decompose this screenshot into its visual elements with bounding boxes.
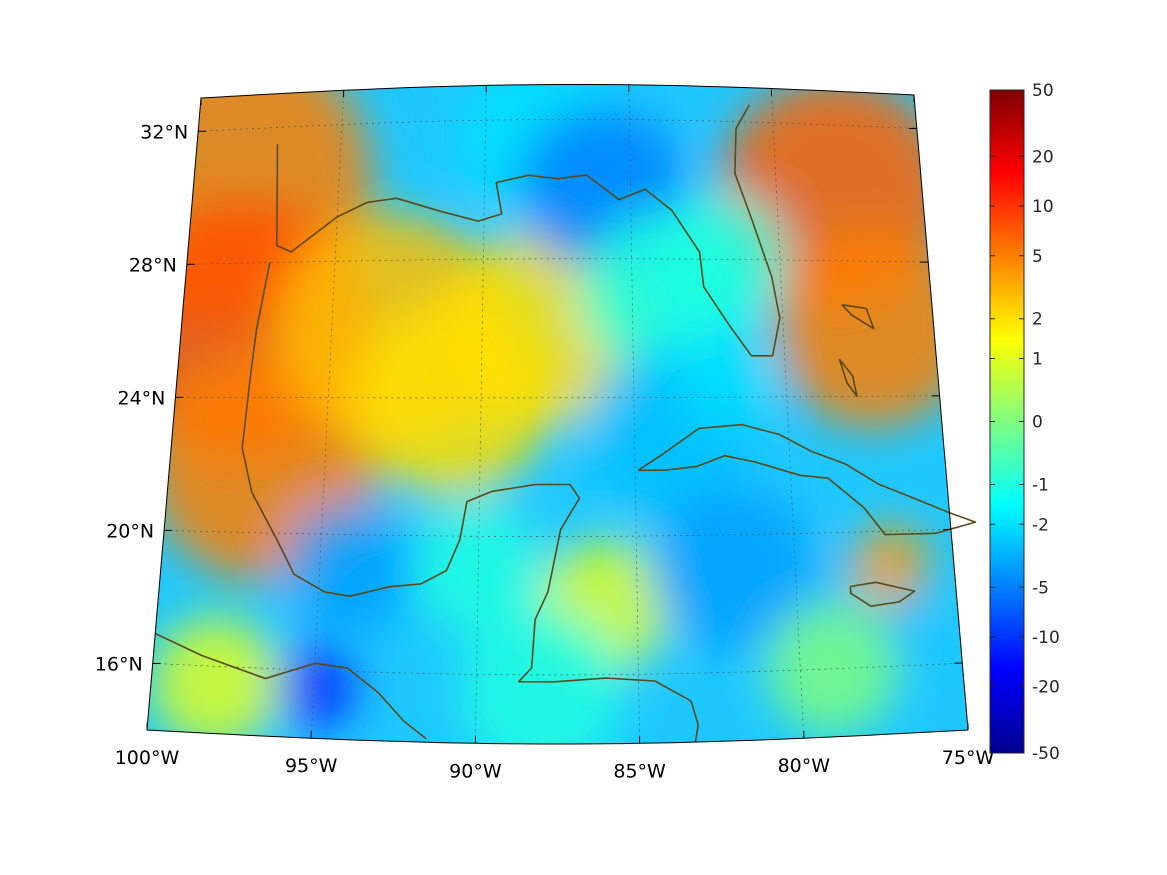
coastline-segment: [838, 358, 858, 398]
colorbar-gradient: [990, 90, 1024, 753]
colorbar-tick-label: 20: [1032, 147, 1054, 167]
lat-tick-label: 32°N: [140, 121, 188, 143]
field-region-16: [649, 486, 815, 652]
colorbar-tick-label: 10: [1032, 197, 1054, 217]
colorbar-tick-label: 5: [1032, 247, 1043, 267]
coastline-segment: [241, 262, 692, 702]
coastline-segment: [690, 700, 700, 743]
latitude-labels: 32°N 28°N 24°N 20°N 16°N: [95, 121, 188, 675]
map-area: 100°W 95°W 90°W 85°W 80°W 75°W 32°N 28°N 24°N 20…: [95, 84, 995, 782]
coastlines: [154, 104, 977, 743]
lat-tick-label: 28°N: [129, 254, 177, 276]
coastline-segment: [637, 423, 977, 536]
colorbar-tick-label: 2: [1032, 310, 1043, 330]
field-region-14: [412, 504, 545, 637]
colorbar-tick-label: -10: [1032, 628, 1060, 648]
coastline-segment: [841, 304, 875, 330]
colorbar-tick-label: -2: [1032, 515, 1049, 535]
colorbar-tick-label: 1: [1032, 350, 1043, 370]
field-region-20: [150, 617, 283, 744]
colorbar-tick-label: -50: [1032, 744, 1060, 764]
meridian-line: [310, 90, 344, 739]
field-region-19: [270, 644, 357, 731]
frame-ticks: [146, 84, 969, 744]
parallel-line: [175, 395, 940, 399]
lon-tick-label: 100°W: [115, 747, 180, 769]
field-region-13: [285, 502, 418, 635]
colorbar-tick-label: -5: [1032, 578, 1049, 598]
colorbar-tick-label: -20: [1032, 678, 1060, 698]
field-region-21: [458, 609, 624, 744]
colorbar-tick-label: -1: [1032, 476, 1049, 496]
colorbar-tick-label: 50: [1032, 81, 1054, 101]
longitude-labels: 100°W 95°W 90°W 85°W 80°W 75°W: [115, 747, 995, 782]
colorbar-tick-label: 0: [1032, 413, 1043, 433]
lon-tick-label: 95°W: [285, 755, 338, 777]
field-region-18: [850, 525, 931, 605]
lon-tick-label: 75°W: [942, 747, 995, 769]
lat-tick-label: 24°N: [118, 387, 166, 409]
anomaly-field: [147, 84, 968, 744]
coastline-segment: [154, 632, 427, 740]
meridian-line: [628, 84, 640, 744]
lat-tick-label: 20°N: [106, 520, 154, 542]
meridian-line: [475, 85, 487, 744]
lon-tick-label: 90°W: [449, 760, 502, 782]
field-region-23: [675, 330, 775, 430]
parallel-line: [164, 529, 951, 537]
lon-tick-label: 85°W: [613, 760, 666, 782]
field-region-22: [766, 602, 899, 735]
lat-tick-label: 16°N: [95, 654, 143, 676]
meridian-line: [771, 88, 805, 739]
lon-tick-label: 80°W: [778, 755, 831, 777]
coastline-segment: [849, 581, 916, 608]
coastline-segment: [275, 104, 781, 357]
